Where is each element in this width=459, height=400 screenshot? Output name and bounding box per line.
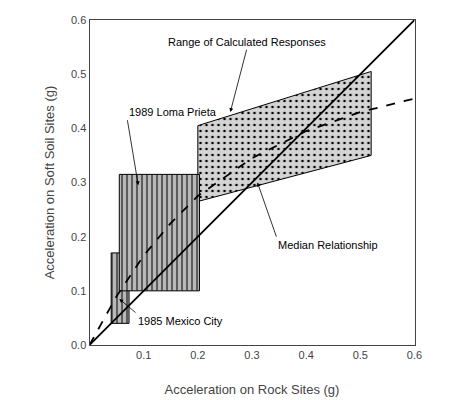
svg-text:0.6: 0.6: [71, 14, 86, 26]
svg-text:0.1: 0.1: [136, 349, 151, 361]
svg-text:0.5: 0.5: [353, 349, 368, 361]
svg-text:0.3: 0.3: [71, 176, 86, 188]
svg-text:0.2: 0.2: [190, 349, 205, 361]
svg-text:Range of Calculated Responses: Range of Calculated Responses: [168, 36, 326, 48]
svg-text:Acceleration on Rock Sites (g): Acceleration on Rock Sites (g): [165, 382, 340, 397]
svg-text:0.4: 0.4: [299, 349, 314, 361]
svg-text:Median Relationship: Median Relationship: [278, 239, 378, 251]
svg-text:Acceleration on Soft Soil Site: Acceleration on Soft Soil Sites (g): [42, 86, 57, 280]
svg-text:0.2: 0.2: [71, 231, 86, 243]
svg-text:1985 Mexico City: 1985 Mexico City: [138, 315, 223, 327]
svg-text:0.1: 0.1: [71, 285, 86, 297]
svg-text:0.6: 0.6: [407, 349, 422, 361]
svg-text:0.4: 0.4: [71, 122, 86, 134]
svg-text:0.5: 0.5: [71, 68, 86, 80]
svg-text:1989 Loma Prieta: 1989 Loma Prieta: [129, 106, 217, 118]
svg-text:0.3: 0.3: [244, 349, 259, 361]
svg-text:0.0: 0.0: [71, 339, 86, 351]
